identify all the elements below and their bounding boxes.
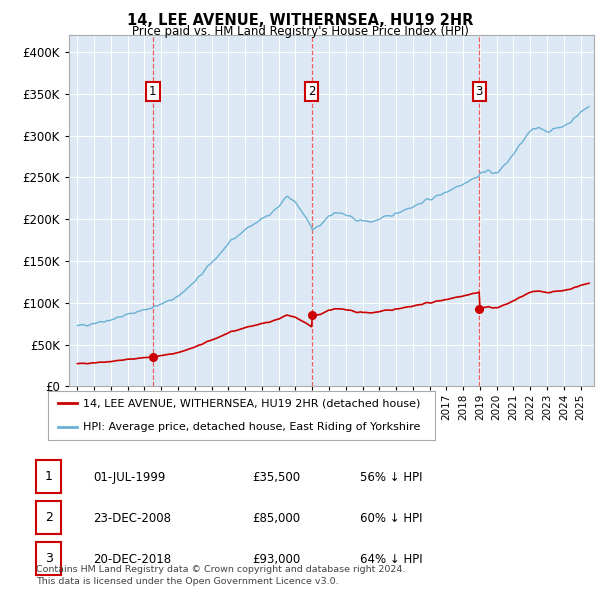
- Text: £85,000: £85,000: [252, 512, 300, 525]
- Text: 1: 1: [44, 470, 53, 483]
- Text: HPI: Average price, detached house, East Riding of Yorkshire: HPI: Average price, detached house, East…: [83, 422, 420, 432]
- Text: £35,500: £35,500: [252, 471, 300, 484]
- Text: £93,000: £93,000: [252, 553, 300, 566]
- Text: Contains HM Land Registry data © Crown copyright and database right 2024.: Contains HM Land Registry data © Crown c…: [36, 565, 406, 574]
- Text: 14, LEE AVENUE, WITHERNSEA, HU19 2HR: 14, LEE AVENUE, WITHERNSEA, HU19 2HR: [127, 13, 473, 28]
- Text: Price paid vs. HM Land Registry's House Price Index (HPI): Price paid vs. HM Land Registry's House …: [131, 25, 469, 38]
- Text: 60% ↓ HPI: 60% ↓ HPI: [360, 512, 422, 525]
- Text: 64% ↓ HPI: 64% ↓ HPI: [360, 553, 422, 566]
- Text: 14, LEE AVENUE, WITHERNSEA, HU19 2HR (detached house): 14, LEE AVENUE, WITHERNSEA, HU19 2HR (de…: [83, 398, 420, 408]
- Text: 3: 3: [476, 85, 483, 98]
- Text: 3: 3: [44, 552, 53, 565]
- Text: 56% ↓ HPI: 56% ↓ HPI: [360, 471, 422, 484]
- Text: 01-JUL-1999: 01-JUL-1999: [93, 471, 166, 484]
- Text: This data is licensed under the Open Government Licence v3.0.: This data is licensed under the Open Gov…: [36, 577, 338, 586]
- Text: 23-DEC-2008: 23-DEC-2008: [93, 512, 171, 525]
- Text: 20-DEC-2018: 20-DEC-2018: [93, 553, 171, 566]
- Text: 1: 1: [149, 85, 157, 98]
- Text: 2: 2: [44, 511, 53, 524]
- Text: 2: 2: [308, 85, 316, 98]
